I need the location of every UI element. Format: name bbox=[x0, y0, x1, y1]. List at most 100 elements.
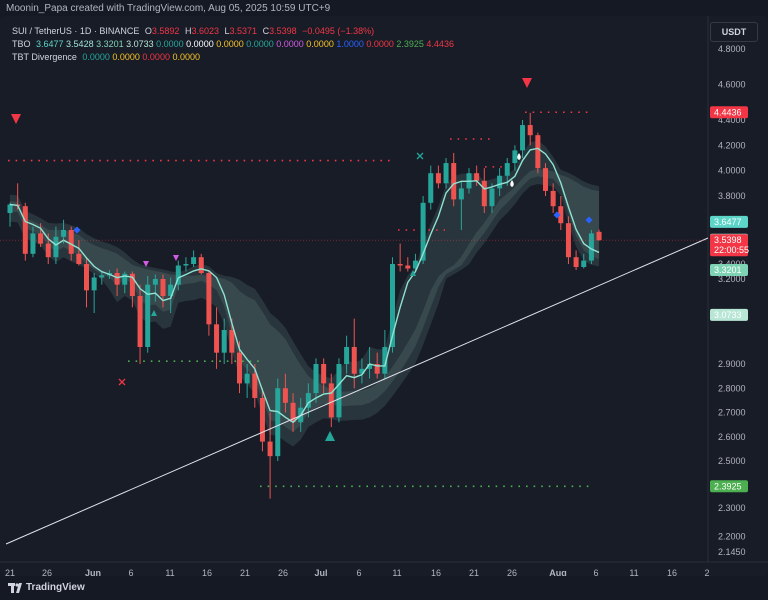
time-tick-label: 26 bbox=[278, 568, 288, 576]
candle-body bbox=[527, 125, 533, 136]
price-badge-countdown: 22:00:55 bbox=[714, 245, 749, 255]
price-badge-label: 3.5398 bbox=[714, 235, 742, 245]
candle-body bbox=[397, 264, 403, 266]
candle-body bbox=[581, 260, 587, 267]
ribbon-inner bbox=[10, 168, 600, 432]
candle-body bbox=[565, 223, 571, 258]
candle-body bbox=[76, 253, 82, 264]
candle-body bbox=[328, 383, 334, 418]
legend-low-label: L bbox=[224, 26, 230, 36]
legend-value: 0.0000 bbox=[169, 52, 200, 62]
candle-body bbox=[535, 135, 541, 169]
legend-main[interactable]: SUI / TetherUS · 1D · BINANCE O3.5892 H3… bbox=[12, 26, 377, 36]
candle-body bbox=[390, 264, 395, 347]
price-tick-label: 2.2000 bbox=[718, 531, 746, 541]
time-axis[interactable]: 21 26 Jun 6 11 16 21 26 Jul 6 11 16 21 26 Aug 6 11 16 2 bbox=[5, 568, 710, 576]
price-badge-label: 3.0733 bbox=[714, 310, 742, 320]
legend-value: 0.0000 bbox=[79, 52, 110, 62]
candle-body bbox=[443, 163, 449, 184]
buy-signal-small bbox=[410, 270, 416, 276]
candle-body bbox=[122, 273, 128, 285]
legend-value: 1.0000 bbox=[333, 39, 364, 49]
candle-body bbox=[305, 393, 311, 408]
price-badge bbox=[710, 215, 748, 228]
price-badge bbox=[710, 234, 748, 257]
candle-body bbox=[550, 190, 556, 207]
candle-body bbox=[152, 279, 158, 285]
candle-body bbox=[588, 233, 594, 261]
candle-body bbox=[214, 324, 220, 353]
time-tick-label: 16 bbox=[202, 568, 212, 576]
trend-marker bbox=[73, 226, 81, 234]
divergence-marker bbox=[173, 255, 179, 261]
price-tick-label: 4.4000 bbox=[718, 115, 746, 125]
legend-tbt[interactable]: TBT Divergence 0.0000 0.0000 0.0000 0.00… bbox=[12, 52, 203, 62]
candle-body bbox=[160, 279, 166, 296]
candle-body bbox=[221, 330, 227, 353]
price-chart[interactable]: 4.80004.60004.40004.20004.00003.80003.40… bbox=[0, 16, 768, 576]
legend-tbt-name[interactable]: TBT Divergence bbox=[12, 52, 77, 62]
time-tick-label: 11 bbox=[629, 568, 638, 576]
legend-value: 3.5428 bbox=[63, 39, 94, 49]
legend-value: 3.0733 bbox=[123, 39, 154, 49]
price-tick-label: 3.2000 bbox=[718, 274, 746, 284]
legend-value: 2.3925 bbox=[393, 39, 424, 49]
candle-body bbox=[481, 180, 487, 207]
price-tick-label: 4.8000 bbox=[718, 44, 746, 54]
candle-body bbox=[543, 168, 548, 191]
candle-body bbox=[497, 175, 503, 189]
exit-marker bbox=[416, 152, 424, 160]
candle-body bbox=[237, 352, 242, 384]
candle-body bbox=[558, 206, 564, 224]
price-axis[interactable]: 4.80004.60004.40004.20004.00003.80003.40… bbox=[718, 44, 746, 557]
candle-body bbox=[168, 284, 174, 296]
price-tick-label: 3.8000 bbox=[718, 191, 746, 201]
time-tick-label: 6 bbox=[356, 568, 361, 576]
tradingview-brand: TradingView bbox=[26, 582, 85, 593]
price-badge-label: 4.4436 bbox=[714, 107, 742, 117]
legend-symbol[interactable]: SUI / TetherUS · 1D · BINANCE bbox=[12, 26, 140, 36]
candle-body bbox=[321, 364, 327, 384]
candle-body bbox=[405, 265, 411, 269]
candle-body bbox=[336, 364, 342, 418]
candle-body bbox=[275, 388, 281, 457]
candle-body bbox=[382, 347, 388, 374]
time-tick-label: 26 bbox=[42, 568, 52, 576]
legend-low: 3.5371 bbox=[229, 26, 258, 36]
plot-background bbox=[0, 16, 708, 576]
candle-body bbox=[183, 264, 189, 266]
white-drop-marker bbox=[517, 153, 521, 160]
time-tick-label: Aug bbox=[549, 568, 567, 576]
divergence-marker bbox=[143, 261, 149, 267]
buy-signal-small bbox=[151, 310, 157, 316]
legend-value: 0.0000 bbox=[243, 39, 274, 49]
candle-body bbox=[344, 347, 350, 364]
signal-markers bbox=[11, 78, 593, 441]
time-tick-label: Jun bbox=[85, 568, 101, 576]
legend-close-label: C bbox=[262, 26, 270, 36]
candle-body bbox=[206, 273, 212, 325]
candle-body bbox=[45, 243, 51, 258]
candle-body bbox=[22, 206, 28, 254]
candle-body bbox=[290, 402, 296, 423]
legend-tbo-values: 3.6477 3.5428 3.3201 3.0733 0.0000 0.000… bbox=[34, 39, 454, 49]
candle-body bbox=[474, 173, 480, 181]
price-tick-label: 2.5000 bbox=[718, 456, 746, 466]
legend-value: 0.0000 bbox=[213, 39, 244, 49]
time-tick-label: 16 bbox=[431, 568, 441, 576]
candle-body bbox=[520, 125, 526, 151]
legend-open-label: O bbox=[144, 26, 152, 36]
chart-panel[interactable]: 4.80004.60004.40004.20004.00003.80003.40… bbox=[0, 16, 768, 576]
candle-body bbox=[61, 230, 67, 237]
price-tick-label: 4.6000 bbox=[718, 80, 746, 90]
legend-tbo-name[interactable]: TBO bbox=[12, 39, 31, 49]
legend-tbo[interactable]: TBO 3.6477 3.5428 3.3201 3.0733 0.0000 0… bbox=[12, 39, 457, 49]
price-badge-label: 3.3201 bbox=[714, 265, 742, 275]
legend-close: 3.5398 bbox=[269, 26, 297, 36]
time-tick-label: 11 bbox=[165, 568, 174, 576]
currency-selector[interactable]: USDT bbox=[710, 22, 758, 42]
legend-value: 0.0000 bbox=[139, 52, 170, 62]
price-badges: 4.44363.64773.54283.539822:00:553.32013.… bbox=[710, 106, 749, 493]
candle-body bbox=[420, 202, 426, 261]
